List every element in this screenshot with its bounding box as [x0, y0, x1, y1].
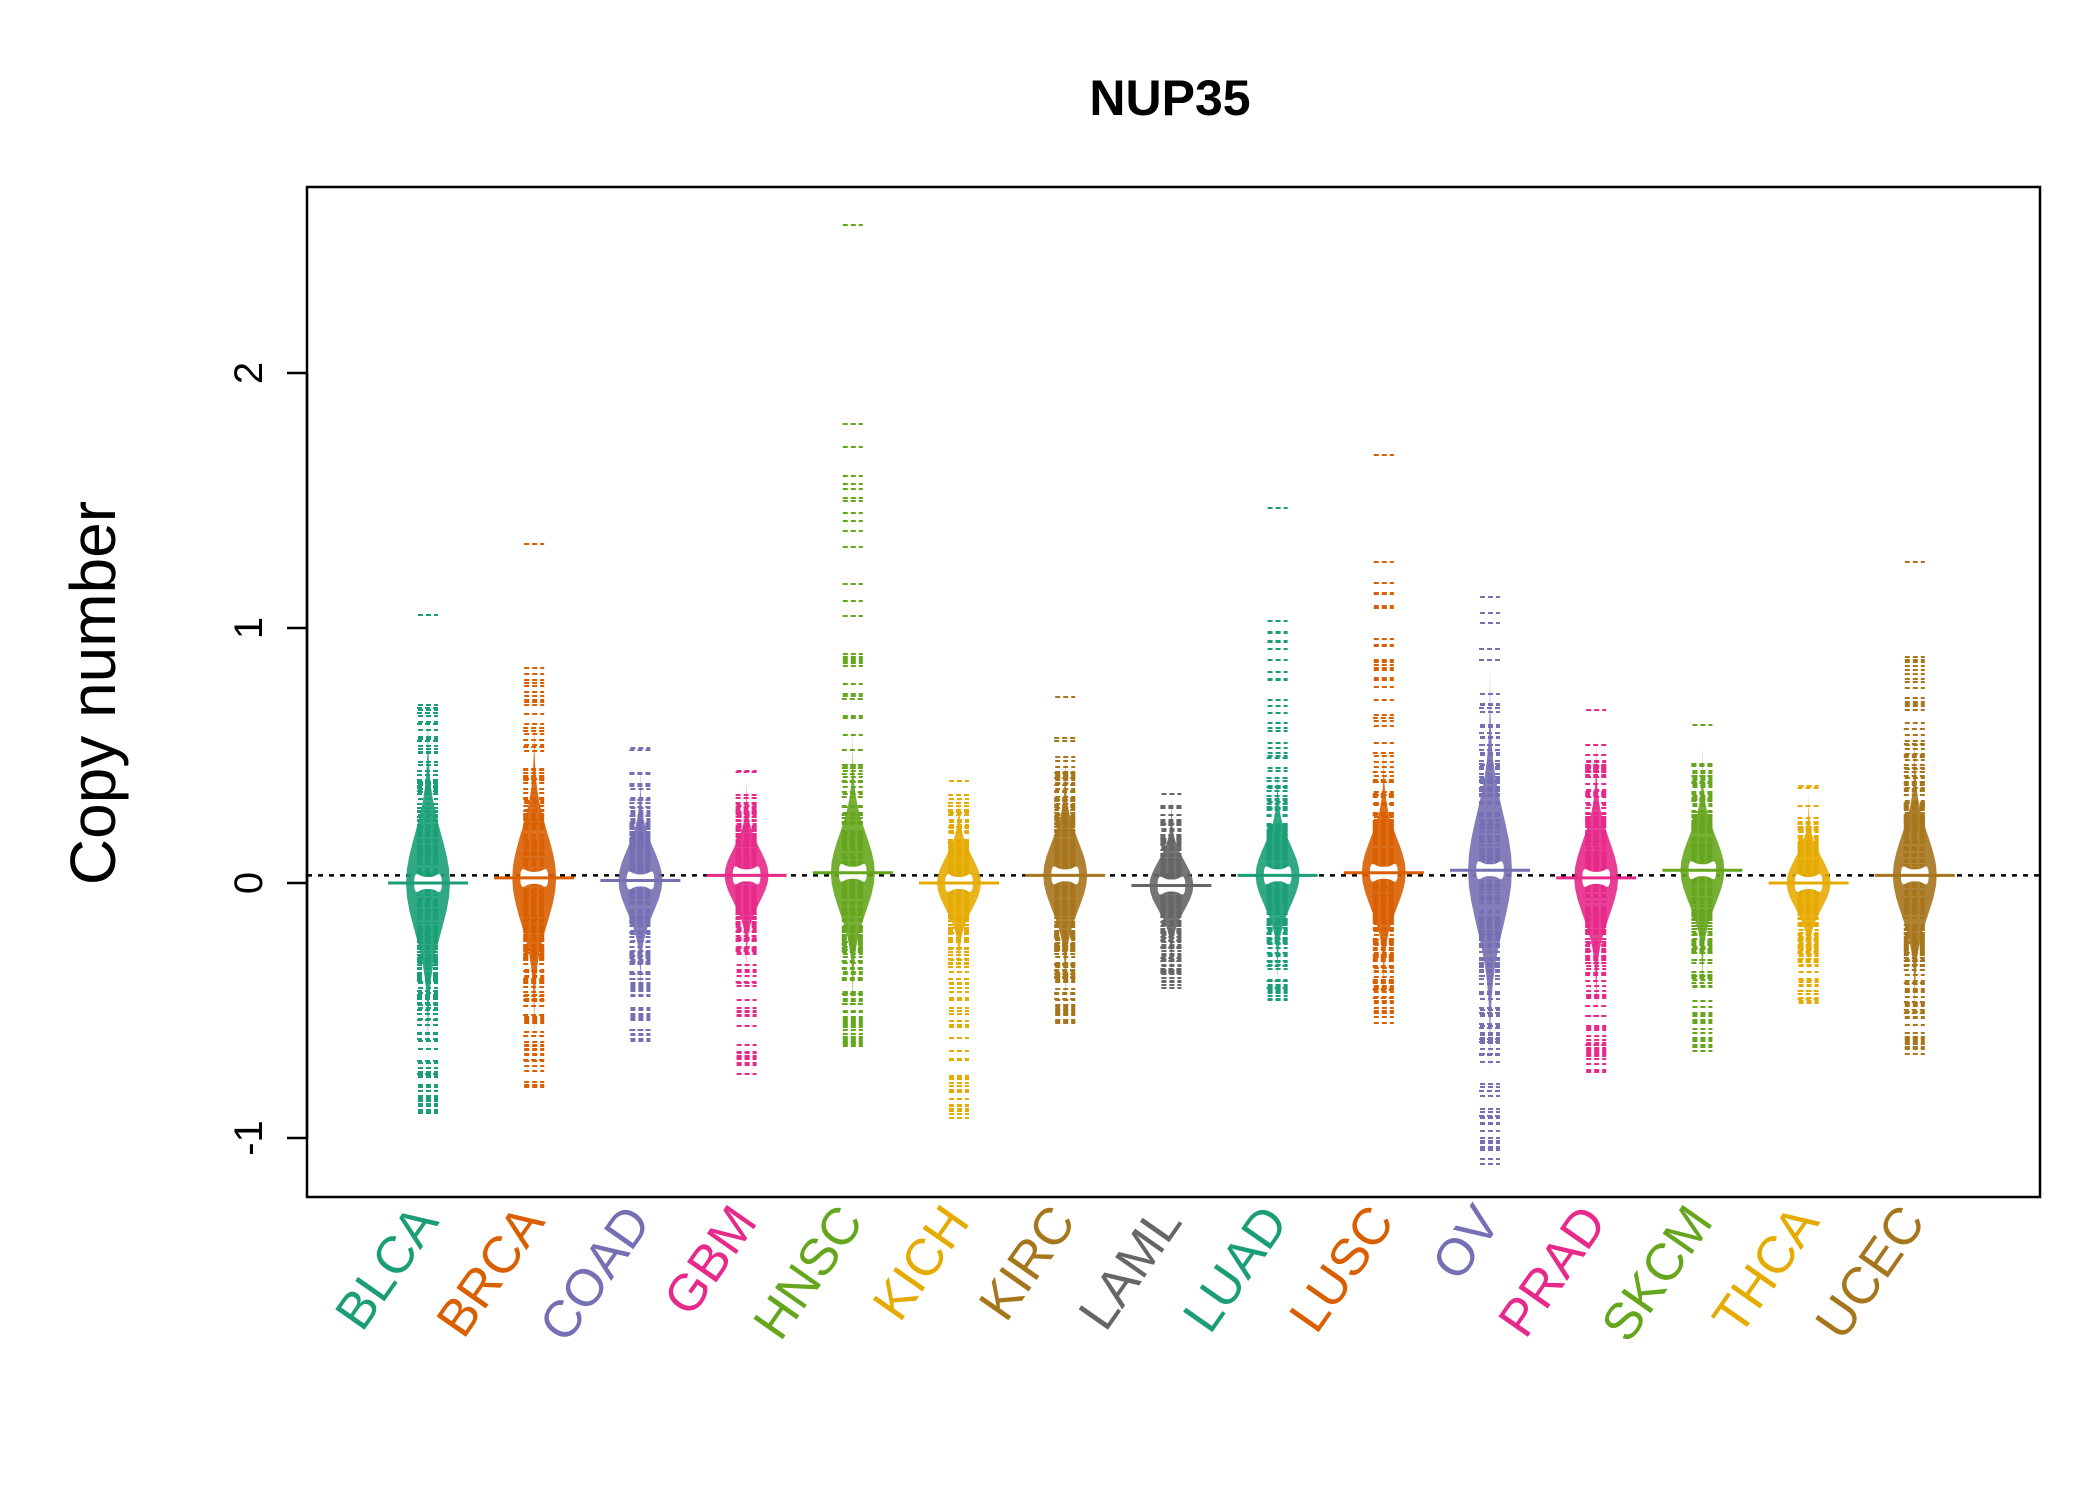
x-tick-label: KIRC — [968, 1196, 1087, 1331]
bean-thca — [1768, 742, 1849, 1024]
bean-prad — [1556, 666, 1637, 1090]
bean-lusc — [1343, 454, 1424, 1067]
bean-luad — [1237, 507, 1318, 1044]
y-tick-label: 1 — [227, 617, 271, 639]
x-tick-label: LAML — [1068, 1196, 1193, 1341]
bean-laml — [1131, 749, 1212, 1022]
bean-coad — [600, 704, 681, 1057]
x-tick-label: LUSC — [1279, 1196, 1406, 1343]
bean-kirc — [1025, 684, 1106, 1067]
y-tick-label: 2 — [227, 362, 271, 384]
bean-hnsc — [812, 224, 893, 1090]
x-tick-label: UCEC — [1805, 1196, 1937, 1350]
bean-ov — [1450, 555, 1530, 1186]
x-tick-label: KICH — [862, 1196, 981, 1331]
x-tick-label: HNSC — [743, 1196, 875, 1350]
bean-gbm — [706, 727, 787, 1075]
bean-kich — [919, 737, 999, 1119]
x-tick-label: SKCM — [1591, 1196, 1725, 1352]
beans — [388, 224, 1955, 1186]
x-tick-label: OV — [1421, 1195, 1512, 1290]
x-tick-label: LUAD — [1172, 1196, 1299, 1343]
x-tick-label: COAD — [529, 1196, 663, 1352]
y-tick-label: 0 — [227, 872, 271, 894]
y-axis-label: Copy number — [57, 501, 129, 885]
bean-brca — [494, 543, 575, 1130]
bean-ucec — [1874, 561, 1955, 1097]
bean-blca — [388, 610, 468, 1156]
y-axis: -1 0 1 2 — [227, 362, 309, 1156]
x-tick-label: THCA — [1702, 1195, 1831, 1344]
y-tick-label: -1 — [227, 1120, 271, 1156]
plot-frame — [305, 185, 2042, 1199]
bean-skcm — [1662, 681, 1743, 1059]
chart-title: NUP35 — [1089, 70, 1250, 126]
